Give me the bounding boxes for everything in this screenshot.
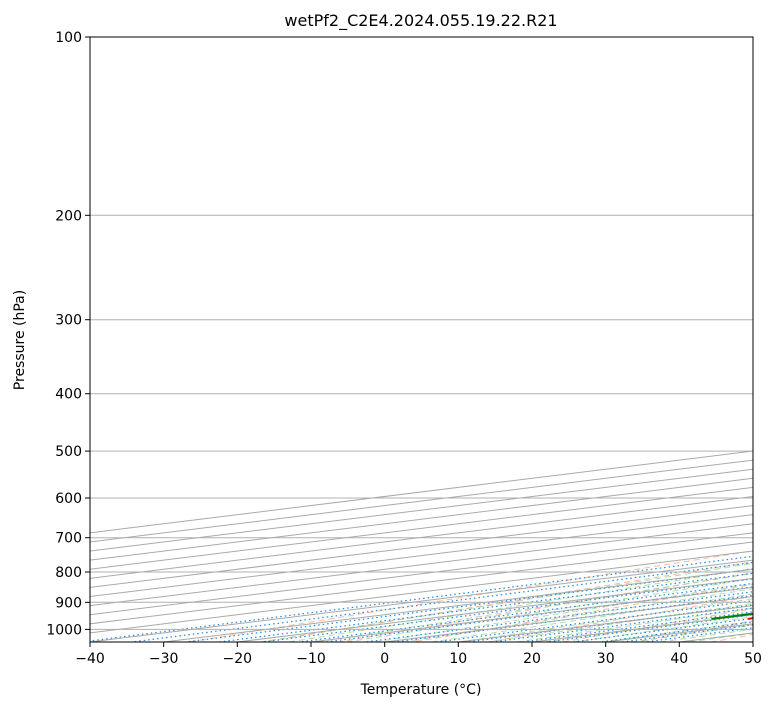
isotherm — [90, 477, 753, 561]
mixing-ratio-lines — [90, 555, 753, 642]
y-axis-ticks: 100 200 300 400 500 600 700 800 900 1000 — [46, 30, 90, 638]
isotherm — [90, 505, 753, 588]
y-tick-label: 1000 — [46, 622, 82, 638]
isotherm — [90, 495, 753, 579]
chart-title: wetPf2_C2E4.2024.055.19.22.R21 — [284, 11, 557, 31]
x-tick-label: 50 — [744, 651, 762, 667]
mixing-ratio-line — [90, 555, 753, 642]
plot-area: -100-90-80-70-60-50-40-30-20-10010203040… — [90, 37, 753, 642]
x-tick-label: 10 — [449, 651, 467, 667]
isotherm — [90, 523, 753, 607]
y-tick-label: 900 — [55, 595, 82, 611]
x-tick-label: −40 — [75, 651, 105, 667]
y-tick-label: 200 — [55, 208, 82, 224]
x-tick-label: 20 — [523, 651, 541, 667]
plot-frame — [89, 36, 754, 643]
x-tick-label: 40 — [670, 651, 688, 667]
mixing-ratio-line — [467, 604, 753, 642]
y-tick-label: 100 — [55, 30, 82, 46]
x-tick-label: 0 — [380, 651, 389, 667]
isotherm — [90, 532, 753, 616]
y-tick-label: 800 — [55, 565, 82, 581]
x-tick-label: −30 — [149, 651, 179, 667]
y-axis-label: Pressure (hPa) — [12, 290, 28, 390]
mixing-ratio-line — [218, 572, 753, 642]
moist-adiabat — [346, 578, 753, 642]
y-tick-label: 600 — [55, 491, 82, 507]
isotherm — [90, 468, 753, 552]
y-tick-label: 500 — [55, 444, 82, 460]
moist-adiabat — [431, 593, 753, 642]
y-tick-label: 700 — [55, 531, 82, 547]
isotherm — [90, 514, 753, 598]
y-tick-label: 400 — [55, 387, 82, 403]
x-axis-ticks: −40 −30 −20 −10 0 10 20 30 40 50 — [75, 642, 762, 667]
isotherm — [90, 486, 753, 570]
x-tick-label: −10 — [296, 651, 326, 667]
x-axis-label: Temperature (°C) — [360, 682, 482, 698]
y-tick-label: 300 — [55, 313, 82, 329]
x-tick-label: −20 — [223, 651, 253, 667]
x-tick-label: 30 — [597, 651, 615, 667]
pressure-gridlines — [90, 37, 753, 630]
isotherms — [90, 450, 753, 642]
isotherm — [90, 459, 753, 543]
